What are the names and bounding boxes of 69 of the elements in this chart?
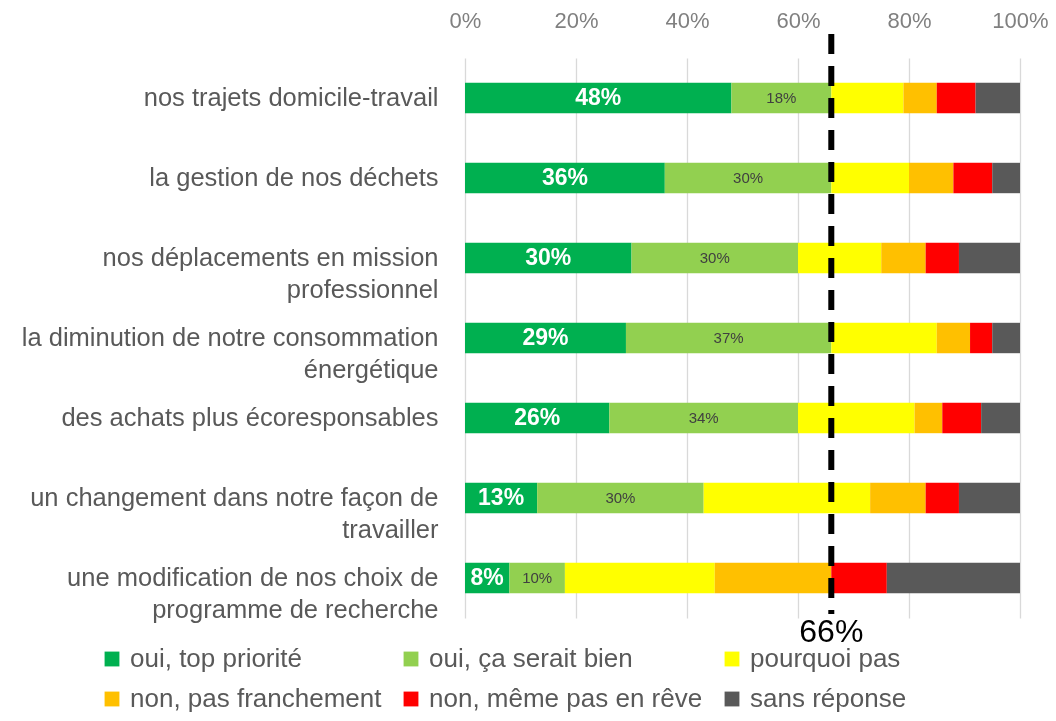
x-tick-label: 20% (554, 7, 599, 33)
bar (798, 402, 915, 434)
bar (914, 402, 943, 434)
data-label: 30% (733, 169, 764, 186)
y-tick-label: une modification de nos choix de programme de recherche (67, 563, 439, 623)
bar (936, 82, 976, 114)
bar (537, 482, 704, 514)
bar (975, 82, 1020, 114)
data-label: 36% (541, 164, 588, 190)
data-label: 18% (766, 89, 797, 106)
data-label: 26% (514, 404, 561, 430)
bar (631, 242, 798, 274)
bar (831, 162, 909, 194)
bar (992, 162, 1020, 194)
bar (925, 482, 959, 514)
bar (714, 562, 832, 594)
bar (703, 482, 871, 514)
x-tick-label: 100% (992, 7, 1049, 33)
data-label: 30% (605, 489, 636, 506)
y-tick-label: la diminution de notre consommation énergétique (21, 323, 439, 383)
bar (981, 402, 1020, 434)
y-tick-label: nos déplacements en mission professionnel (102, 243, 439, 303)
bar (970, 322, 993, 354)
bar (831, 82, 904, 114)
bar (509, 562, 565, 594)
data-label: 29% (522, 324, 569, 350)
bar (609, 402, 798, 434)
bar (798, 242, 882, 274)
bar (903, 82, 937, 114)
data-label: 48% (575, 84, 622, 110)
bar (831, 562, 887, 594)
bar (886, 562, 1020, 594)
bar (936, 322, 971, 354)
bar (881, 242, 926, 274)
data-label: 10% (522, 569, 553, 586)
x-tick-label: 40% (665, 7, 710, 33)
bar (664, 162, 832, 194)
legend-label: non, même pas en rêve (429, 683, 703, 713)
bar (958, 482, 1020, 514)
legend-label: sans réponse (750, 683, 907, 713)
bar (909, 162, 954, 194)
bar (925, 242, 959, 274)
bar (953, 162, 993, 194)
data-label: 30% (525, 244, 572, 270)
data-label: 30% (699, 249, 730, 266)
bar (870, 482, 926, 514)
x-tick-label: 0% (449, 7, 482, 33)
legend-label: non, pas franchement (130, 683, 383, 713)
y-tick-label: nos trajets domicile-travail (143, 83, 439, 111)
legend-label: oui, ça serait bien (429, 643, 633, 673)
data-label: 37% (713, 329, 744, 346)
data-label: 13% (478, 484, 525, 510)
x-tick-label: 60% (776, 7, 821, 33)
bar (465, 162, 665, 194)
bar (992, 322, 1020, 354)
y-tick-label: un changement dans notre façon de travailler (30, 483, 439, 543)
bar (465, 82, 732, 114)
y-tick-label: la gestion de nos déchets (149, 163, 439, 191)
bar (942, 402, 982, 434)
data-label: 8% (470, 564, 504, 590)
bar (564, 562, 715, 594)
bar (831, 322, 937, 354)
y-tick-label: des achats plus écoresponsables (61, 403, 439, 431)
x-tick-label: 80% (887, 7, 932, 33)
bar (731, 82, 832, 114)
legend-label: oui, top priorité (130, 643, 302, 673)
bar (958, 242, 1020, 274)
data-label: 34% (688, 409, 719, 426)
bar (625, 322, 832, 354)
